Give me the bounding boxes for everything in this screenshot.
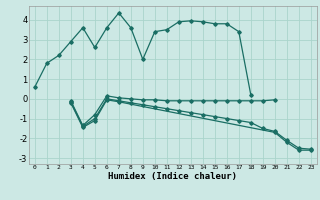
X-axis label: Humidex (Indice chaleur): Humidex (Indice chaleur)	[108, 172, 237, 181]
